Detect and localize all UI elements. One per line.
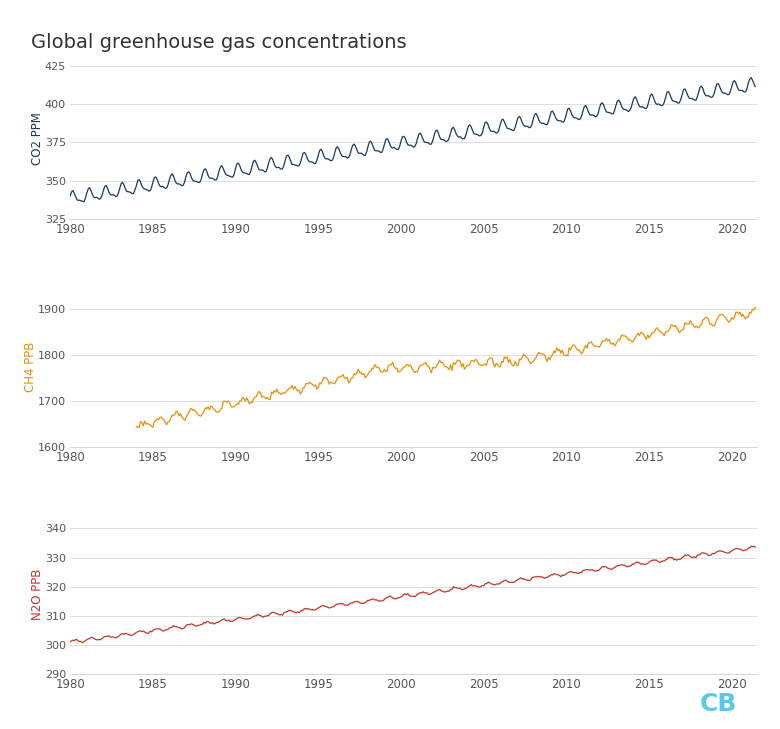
Y-axis label: CH4 PPB: CH4 PPB — [24, 341, 37, 391]
Y-axis label: CO2 PPM: CO2 PPM — [31, 112, 44, 165]
Y-axis label: N2O PPB: N2O PPB — [31, 569, 44, 620]
Text: CB: CB — [700, 692, 737, 716]
Text: Global greenhouse gas concentrations: Global greenhouse gas concentrations — [31, 33, 407, 52]
